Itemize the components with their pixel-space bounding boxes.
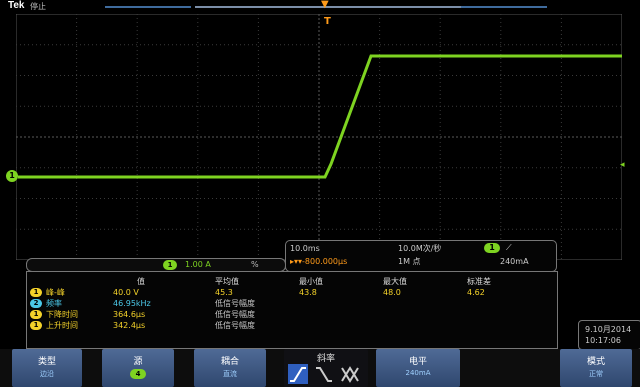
row-value: 46.95kHz (113, 299, 151, 308)
measurement-table: 值 平均值 最小值 最大值 标准差 1 峰-峰 40.0 V 45.3 43.8… (26, 271, 558, 349)
channel-1-ground-marker[interactable]: 1 (6, 170, 18, 182)
brand-logo: Tek (8, 0, 25, 11)
softkey-type[interactable]: 类型 边沿 (12, 349, 82, 387)
softkey-label: 斜率 (316, 354, 335, 364)
row-mean: 低信号幅度 (215, 299, 255, 308)
softkey-value: 边沿 (40, 370, 54, 378)
header-min: 最小值 (299, 277, 323, 286)
trigger-t-label: T (324, 16, 331, 27)
row-name: 上升时间 (46, 321, 78, 330)
horizontal-readout[interactable]: 10.0ms 10.0M次/秒 1 ⟋ ▸▾▾-800.000μs 1M 点 2… (285, 240, 557, 272)
horizontal-position: ▸▾▾-800.000μs (290, 257, 348, 266)
measurement-row[interactable]: 1 峰-峰 40.0 V 45.3 43.8 48.0 4.62 (27, 288, 557, 298)
softkey-mode[interactable]: 模式 正常 (560, 349, 632, 387)
header-stddev: 标准差 (467, 277, 491, 286)
record-view-bar (461, 6, 547, 8)
row-name: 频率 (46, 299, 62, 308)
row-mean: 低信号幅度 (215, 310, 255, 319)
channel-1-scale: 1.00 A (185, 260, 211, 269)
row-name: 峰-峰 (46, 288, 65, 297)
row-mean: 低信号幅度 (215, 321, 255, 330)
softkey-value: 直流 (223, 370, 237, 378)
rising-edge-icon: ⟋ (506, 243, 512, 252)
row-channel-badge: 1 (30, 310, 42, 319)
softkey-value: 240mA (405, 369, 431, 377)
softkey-label: 电平 (408, 357, 427, 367)
channel-1-badge: 1 (163, 260, 177, 270)
measurement-row[interactable]: 1 下降时间 364.6μs 低信号幅度 (27, 310, 557, 320)
softkey-coupling[interactable]: 耦合 直流 (194, 349, 266, 387)
softkey-level[interactable]: 电平 240mA (376, 349, 460, 387)
trigger-level-arrow-icon: ◂ (620, 160, 625, 170)
time-label: 10:17:06 (585, 336, 621, 345)
header-max: 最大值 (383, 277, 407, 286)
measurement-row[interactable]: 1 上升时间 342.4μs 低信号幅度 (27, 321, 557, 331)
date-time-display[interactable]: 9.10月2014 10:17:06 (578, 320, 640, 350)
measurement-row[interactable]: 2 频率 46.95kHz 低信号幅度 (27, 299, 557, 309)
sample-rate: 10.0M次/秒 (398, 244, 442, 253)
channel-1-unit: % (251, 260, 259, 269)
record-length: 1M 点 (398, 257, 421, 266)
trigger-position-icon: ▼ (321, 0, 329, 10)
row-channel-badge: 2 (30, 299, 42, 308)
softkey-value: 正常 (589, 370, 603, 378)
trigger-source-badge: 1 (484, 243, 500, 253)
date-label: 9.10月2014 (585, 325, 632, 334)
header-mean: 平均值 (215, 277, 239, 286)
softkey-value: 4 (130, 369, 146, 379)
row-channel-badge: 1 (30, 321, 42, 330)
softkey-slope[interactable]: 斜率 (284, 349, 368, 387)
row-value: 40.0 V (113, 288, 139, 297)
record-view-window (195, 6, 461, 8)
trigger-level: 240mA (500, 257, 529, 266)
either-slope-icon[interactable] (340, 364, 360, 384)
softkey-label: 模式 (586, 357, 605, 367)
row-min: 43.8 (299, 288, 317, 297)
time-per-div: 10.0ms (290, 244, 320, 253)
row-value: 342.4μs (113, 321, 146, 330)
softkey-label: 耦合 (220, 357, 239, 367)
falling-slope-icon[interactable] (314, 364, 334, 384)
row-max: 48.0 (383, 288, 401, 297)
waveform-graticule (16, 14, 622, 260)
softkey-bar: 类型 边沿 源 4 耦合 直流 斜率 电平 240mA 模式 正常 (0, 349, 640, 387)
channel-1-trace (18, 54, 622, 179)
softkey-label: 源 (133, 357, 143, 367)
row-mean: 45.3 (215, 288, 233, 297)
channel-1-readout[interactable]: 1 1.00 A % (26, 258, 286, 272)
top-status-bar: Tek 停止 (0, 0, 640, 14)
row-name: 下降时间 (46, 310, 78, 319)
rising-slope-icon[interactable] (288, 364, 308, 384)
row-std: 4.62 (467, 288, 485, 297)
row-channel-badge: 1 (30, 288, 42, 297)
center-axes (16, 14, 622, 260)
acquisition-state: 停止 (30, 2, 46, 11)
record-view-bar (105, 6, 191, 8)
softkey-source[interactable]: 源 4 (102, 349, 174, 387)
header-value: 值 (137, 277, 145, 286)
row-value: 364.6μs (113, 310, 146, 319)
softkey-label: 类型 (37, 357, 56, 367)
